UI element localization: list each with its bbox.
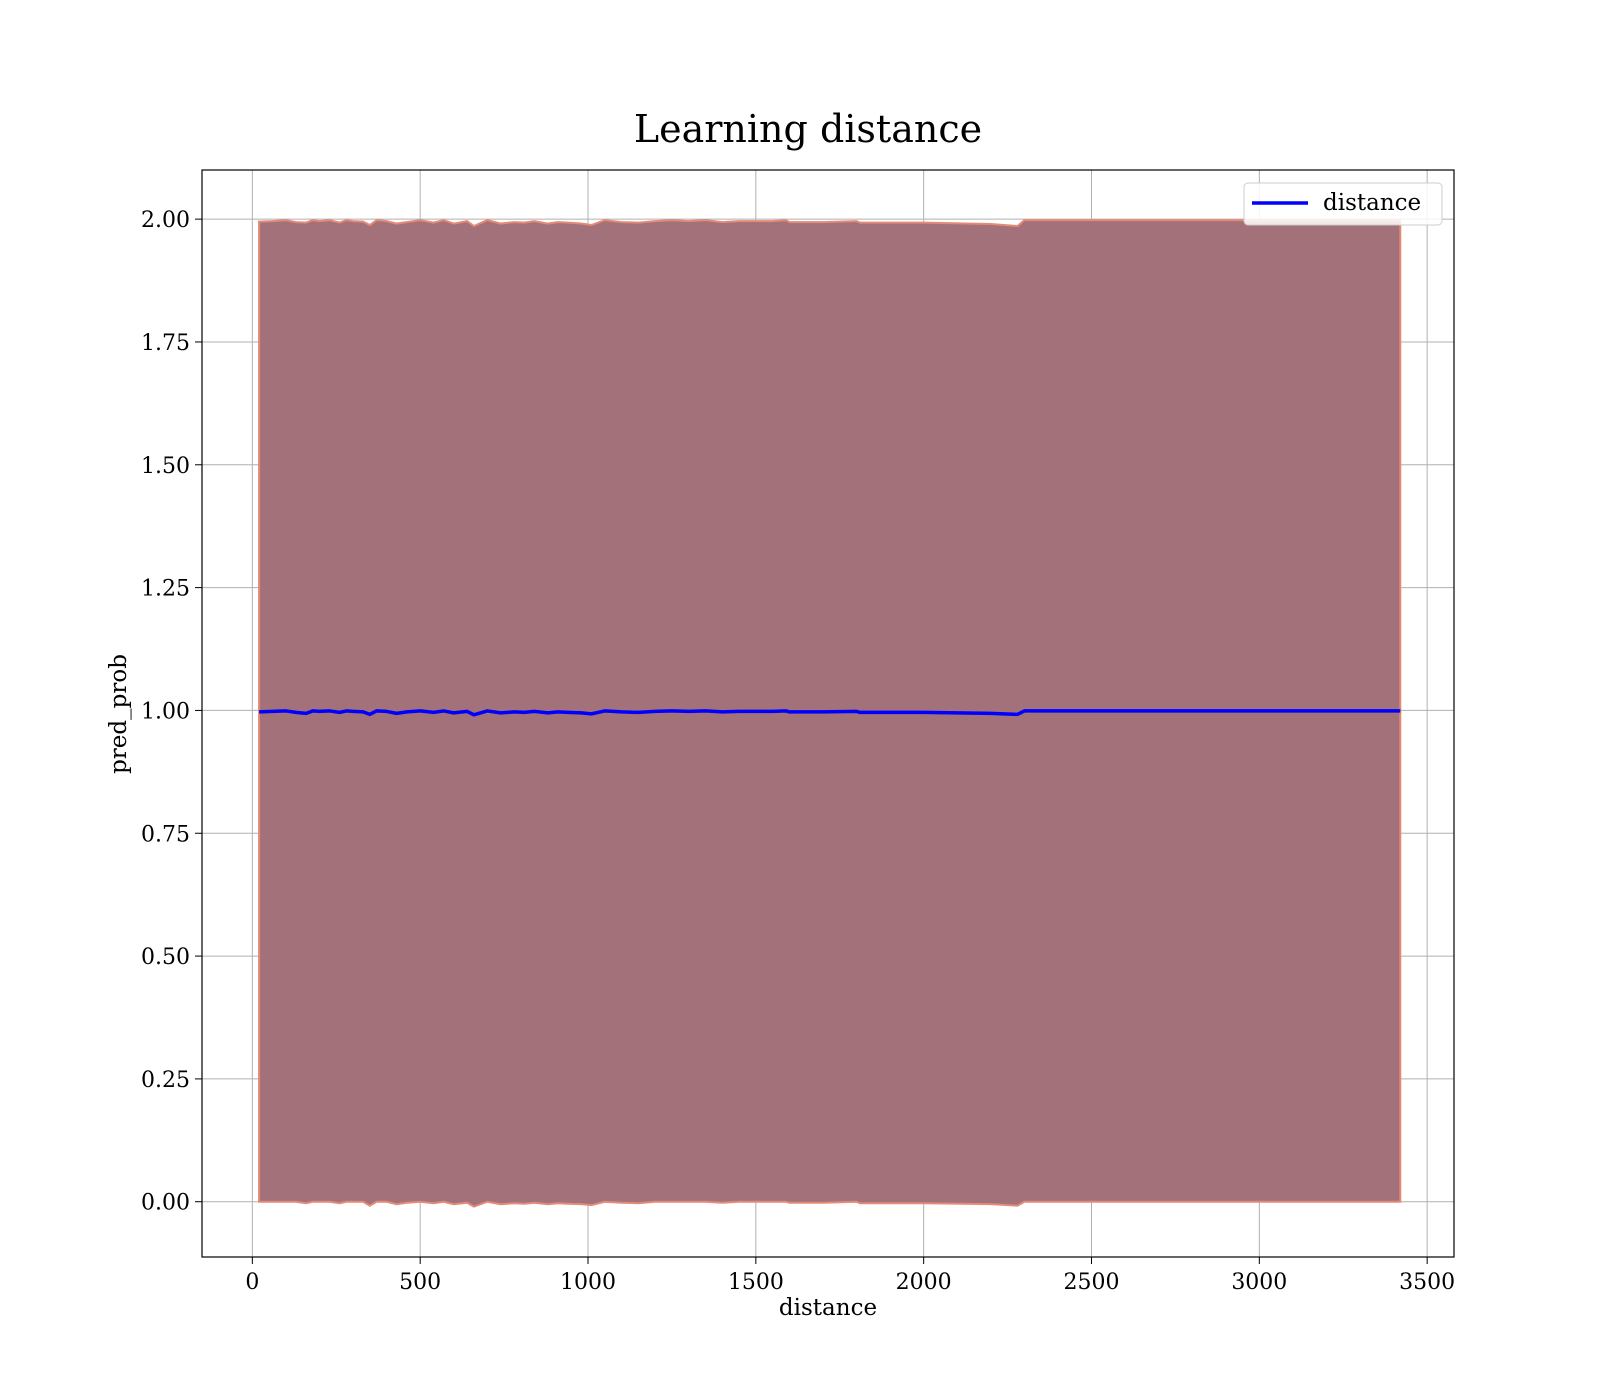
y-tick-label: 1.25 — [141, 577, 190, 602]
x-axis-label: distance — [779, 1295, 877, 1321]
legend: distance — [1243, 182, 1443, 226]
x-tick-label: 2000 — [896, 1270, 952, 1295]
y-tick-label: 1.75 — [141, 331, 190, 356]
x-tick-label: 500 — [399, 1270, 441, 1295]
y-tick-label: 0.00 — [141, 1191, 190, 1216]
y-tick-label: 0.75 — [141, 822, 190, 847]
chart-title: Learning distance — [634, 107, 982, 151]
series-layer — [258, 709, 1401, 717]
x-tick-label: 0 — [245, 1270, 259, 1295]
x-tick-label: 3500 — [1399, 1270, 1455, 1295]
legend-label-distance: distance — [1323, 190, 1421, 216]
y-axis: 0.00 0.25 0.50 0.75 1.00 1.25 1.50 1.75 2.00 — [141, 208, 202, 1216]
y-tick-label: 0.50 — [141, 945, 190, 970]
x-tick-label: 2500 — [1063, 1270, 1119, 1295]
x-tick-label: 1000 — [560, 1270, 616, 1295]
y-tick-label: 1.00 — [141, 699, 190, 724]
y-tick-label: 2.00 — [141, 208, 190, 233]
plot-frame — [201, 169, 1455, 1258]
y-tick-label: 0.25 — [141, 1068, 190, 1093]
y-axis-label: pred_prob — [106, 654, 132, 774]
x-tick-label: 1500 — [728, 1270, 784, 1295]
y-tick-label: 1.50 — [141, 454, 190, 479]
legend-box — [1243, 182, 1443, 226]
x-tick-label: 3000 — [1231, 1270, 1287, 1295]
series-line-distance — [258, 709, 1401, 717]
x-axis: 0 500 1000 1500 2000 2500 3000 3500 — [245, 1257, 1455, 1295]
